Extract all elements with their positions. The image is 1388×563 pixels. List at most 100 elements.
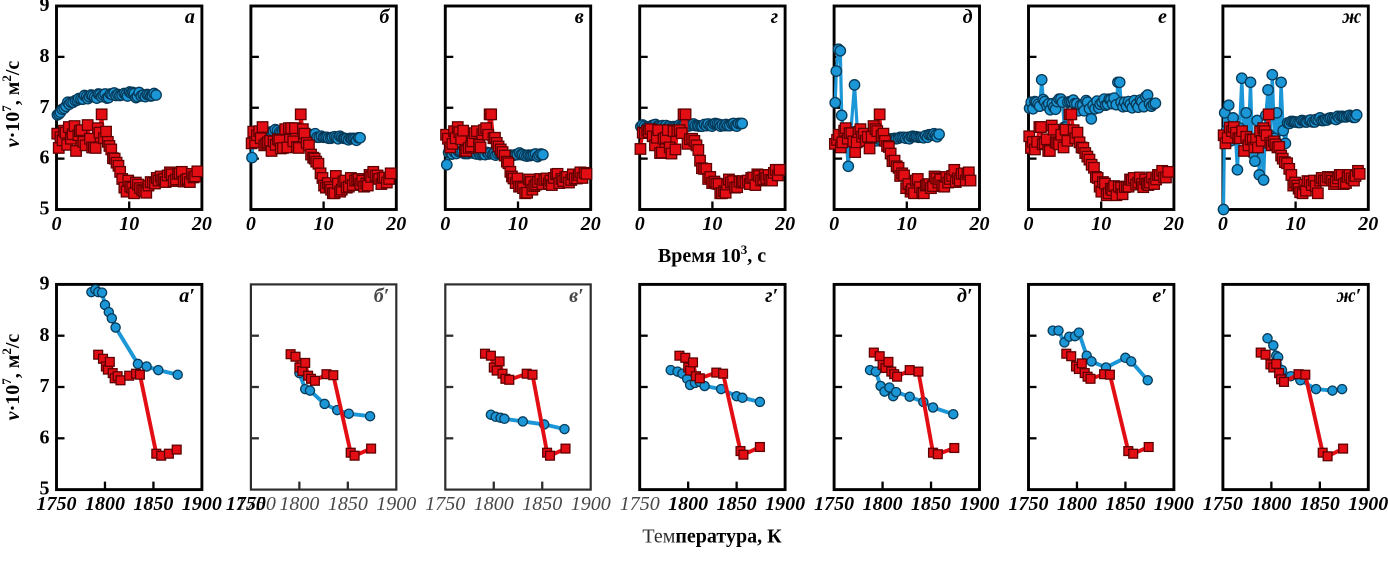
data-point-circle — [1086, 356, 1097, 367]
panel-r2-c2-xtick-label-0: 1750 — [236, 493, 276, 515]
data-point-circle — [1275, 76, 1287, 89]
panel-r1-c5-series-red-markers — [828, 108, 977, 200]
panel-r1-c3-xtick-label-2: 20 — [580, 213, 601, 235]
panel-r1-c5-xtick-label-0: 0 — [829, 213, 839, 235]
panel-r2-c7-series-blue-line — [1265, 336, 1345, 393]
data-point-square — [1311, 187, 1324, 200]
y-axis-title-top-row: ν·107, м2/с — [0, 61, 25, 148]
data-point-square — [1262, 108, 1275, 121]
panel-r2-c3-series-blue-markers — [485, 409, 570, 435]
title-part: Тем — [642, 525, 676, 548]
data-point-circle — [904, 391, 915, 402]
data-point-circle — [1053, 325, 1064, 336]
title-part: /с — [1, 333, 24, 349]
panel-r2-c6-series-blue-markers — [1047, 325, 1153, 386]
data-point-square — [913, 366, 924, 377]
data-point-square — [1128, 448, 1139, 459]
data-point-circle — [1231, 163, 1244, 176]
data-point-circle — [830, 65, 843, 77]
data-point-circle — [834, 44, 847, 57]
panel-r2-c1-ytick-label-1: 6 — [40, 426, 50, 448]
panel-r1-c5-xtick-label-1: 10 — [897, 213, 917, 235]
title-part: , с — [747, 244, 767, 267]
data-point-circle — [1249, 155, 1261, 168]
data-point-circle — [1125, 356, 1137, 367]
title-part: ·10 — [1, 111, 24, 139]
data-point-square — [191, 165, 204, 178]
data-point-circle — [1085, 113, 1098, 125]
data-point-square — [1271, 358, 1282, 369]
data-point-square — [474, 141, 487, 154]
panel-r1-c6-letter: е — [1158, 6, 1167, 28]
panel-r1-c3-series-red-markers — [440, 108, 593, 200]
panel-r2-c1-ytick-label-3: 8 — [40, 324, 50, 346]
panel-r1-c7-letter: ж — [1341, 6, 1361, 28]
data-point-square — [494, 356, 505, 367]
panel-r2-c5-xtick-label-0: 1750 — [814, 493, 854, 515]
data-point-square — [949, 442, 960, 454]
data-point-circle — [933, 128, 945, 141]
panel-r2-c1-ytick-label-0: 5 — [40, 478, 50, 500]
panel-r2-c3-xtick-label-0: 1750 — [425, 493, 465, 515]
panel-r1-c3-letter: в — [575, 6, 584, 28]
panel-r1-c4-xtick-label-2: 20 — [774, 213, 795, 235]
panel-r2-c2-letter: б′ — [374, 285, 390, 307]
panel-r1-c4-letter: г — [771, 6, 778, 28]
data-point-square — [300, 357, 311, 368]
panel-r2-c3-series-red-markers — [479, 348, 571, 461]
data-point-circle — [1262, 333, 1273, 344]
panel-r2-c6-xtick-label-3: 1900 — [1154, 493, 1194, 515]
data-point-square — [1071, 126, 1084, 139]
data-point-square — [81, 119, 94, 131]
panel-r2-c6-xtick-label-0: 1750 — [1009, 493, 1049, 515]
x-axis-title-bottom-row: Температура, К — [642, 526, 781, 549]
panel-r2-c7-series-red-markers — [1255, 347, 1349, 462]
data-point-square — [669, 143, 682, 156]
data-point-square — [504, 374, 515, 385]
panel-r2-c3-xtick-label-3: 1900 — [571, 493, 611, 515]
data-point-square — [1162, 165, 1175, 178]
data-point-square — [328, 370, 339, 381]
data-point-circle — [440, 158, 453, 171]
data-point-circle — [1310, 383, 1322, 395]
panel-r2-c1-xtick-label-1: 1800 — [85, 493, 125, 515]
data-point-circle — [343, 408, 355, 419]
data-point-square — [874, 351, 885, 362]
data-point-circle — [1327, 385, 1338, 396]
panel-r2-c5-xtick-label-2: 1850 — [911, 493, 951, 515]
panel-r1-c1-ytick-label-3: 8 — [40, 45, 50, 67]
panel-r2-c2-series-red-markers — [285, 349, 377, 461]
data-point-circle — [132, 358, 144, 370]
data-point-square — [100, 125, 112, 138]
panel-r2-c3-letter: в′ — [569, 285, 584, 307]
data-point-square — [1104, 369, 1115, 380]
panel-r1-c7-xtick-label-2: 20 — [1357, 213, 1378, 235]
data-point-square — [349, 450, 360, 461]
data-point-square — [932, 449, 943, 460]
panel-r1-c2-letter: б — [379, 6, 390, 28]
panel-r2-c1-xtick-label-0: 1750 — [37, 493, 77, 515]
data-point-circle — [172, 369, 183, 380]
data-point-square — [692, 144, 705, 156]
x-axis-title-top-row: Время 103, с — [658, 242, 766, 268]
data-point-square — [1085, 373, 1096, 384]
panel-r1-c3-xtick-label-1: 10 — [508, 213, 528, 235]
data-point-circle — [1266, 68, 1279, 81]
data-point-square — [171, 444, 182, 455]
data-point-square — [527, 369, 538, 380]
data-point-circle — [754, 396, 766, 408]
data-point-circle — [304, 385, 316, 396]
title-part: 3 — [740, 242, 748, 258]
data-point-circle — [319, 398, 330, 410]
panel-r1-c1-series-red-markers — [51, 108, 204, 200]
data-point-square — [883, 356, 894, 367]
panel-r1-c2-series-red-markers — [245, 108, 397, 200]
panel-r1-c6-series-red-markers — [1023, 108, 1175, 202]
data-point-square — [485, 108, 498, 121]
data-point-square — [1322, 451, 1333, 462]
panel-r2-c3-xtick-label-2: 1850 — [522, 493, 562, 515]
data-point-circle — [364, 410, 376, 422]
title-part: /с — [1, 60, 24, 76]
data-point-circle — [1268, 340, 1279, 351]
panel-r1-c7-series-red-markers — [1217, 108, 1366, 200]
